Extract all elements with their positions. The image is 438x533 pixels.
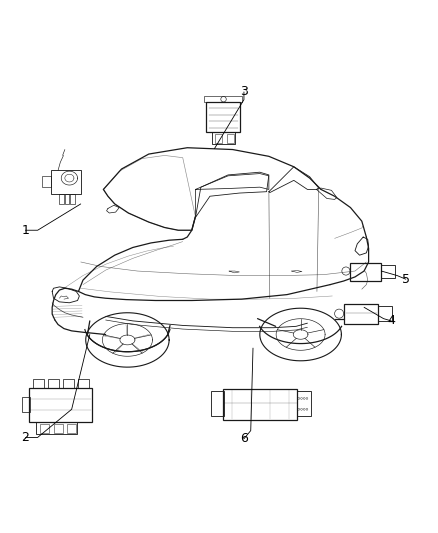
Bar <box>378 306 392 321</box>
Bar <box>67 424 76 433</box>
Bar <box>206 102 240 132</box>
Bar <box>60 194 64 204</box>
Bar <box>42 176 51 187</box>
Bar <box>28 389 92 423</box>
Text: 2: 2 <box>21 431 29 444</box>
Bar <box>33 379 45 389</box>
Bar <box>297 391 311 416</box>
Bar <box>344 304 378 324</box>
Bar <box>211 391 224 416</box>
Bar <box>65 194 69 204</box>
Bar <box>205 95 242 102</box>
Bar <box>350 263 381 281</box>
Bar <box>53 424 63 433</box>
Text: 5: 5 <box>402 273 410 286</box>
Bar <box>223 389 297 419</box>
Bar <box>48 379 60 389</box>
Bar <box>227 134 233 143</box>
Text: 4: 4 <box>387 314 395 327</box>
Bar <box>212 132 235 144</box>
Bar <box>71 194 75 204</box>
Bar <box>51 171 81 194</box>
Bar <box>36 423 77 434</box>
Bar <box>22 397 30 411</box>
Bar <box>215 134 222 143</box>
Bar <box>63 379 74 389</box>
Text: 6: 6 <box>240 432 248 445</box>
Bar <box>78 379 89 389</box>
Bar <box>40 424 49 433</box>
Text: 1: 1 <box>21 224 29 237</box>
Text: 3: 3 <box>240 85 248 99</box>
Bar <box>381 265 395 278</box>
